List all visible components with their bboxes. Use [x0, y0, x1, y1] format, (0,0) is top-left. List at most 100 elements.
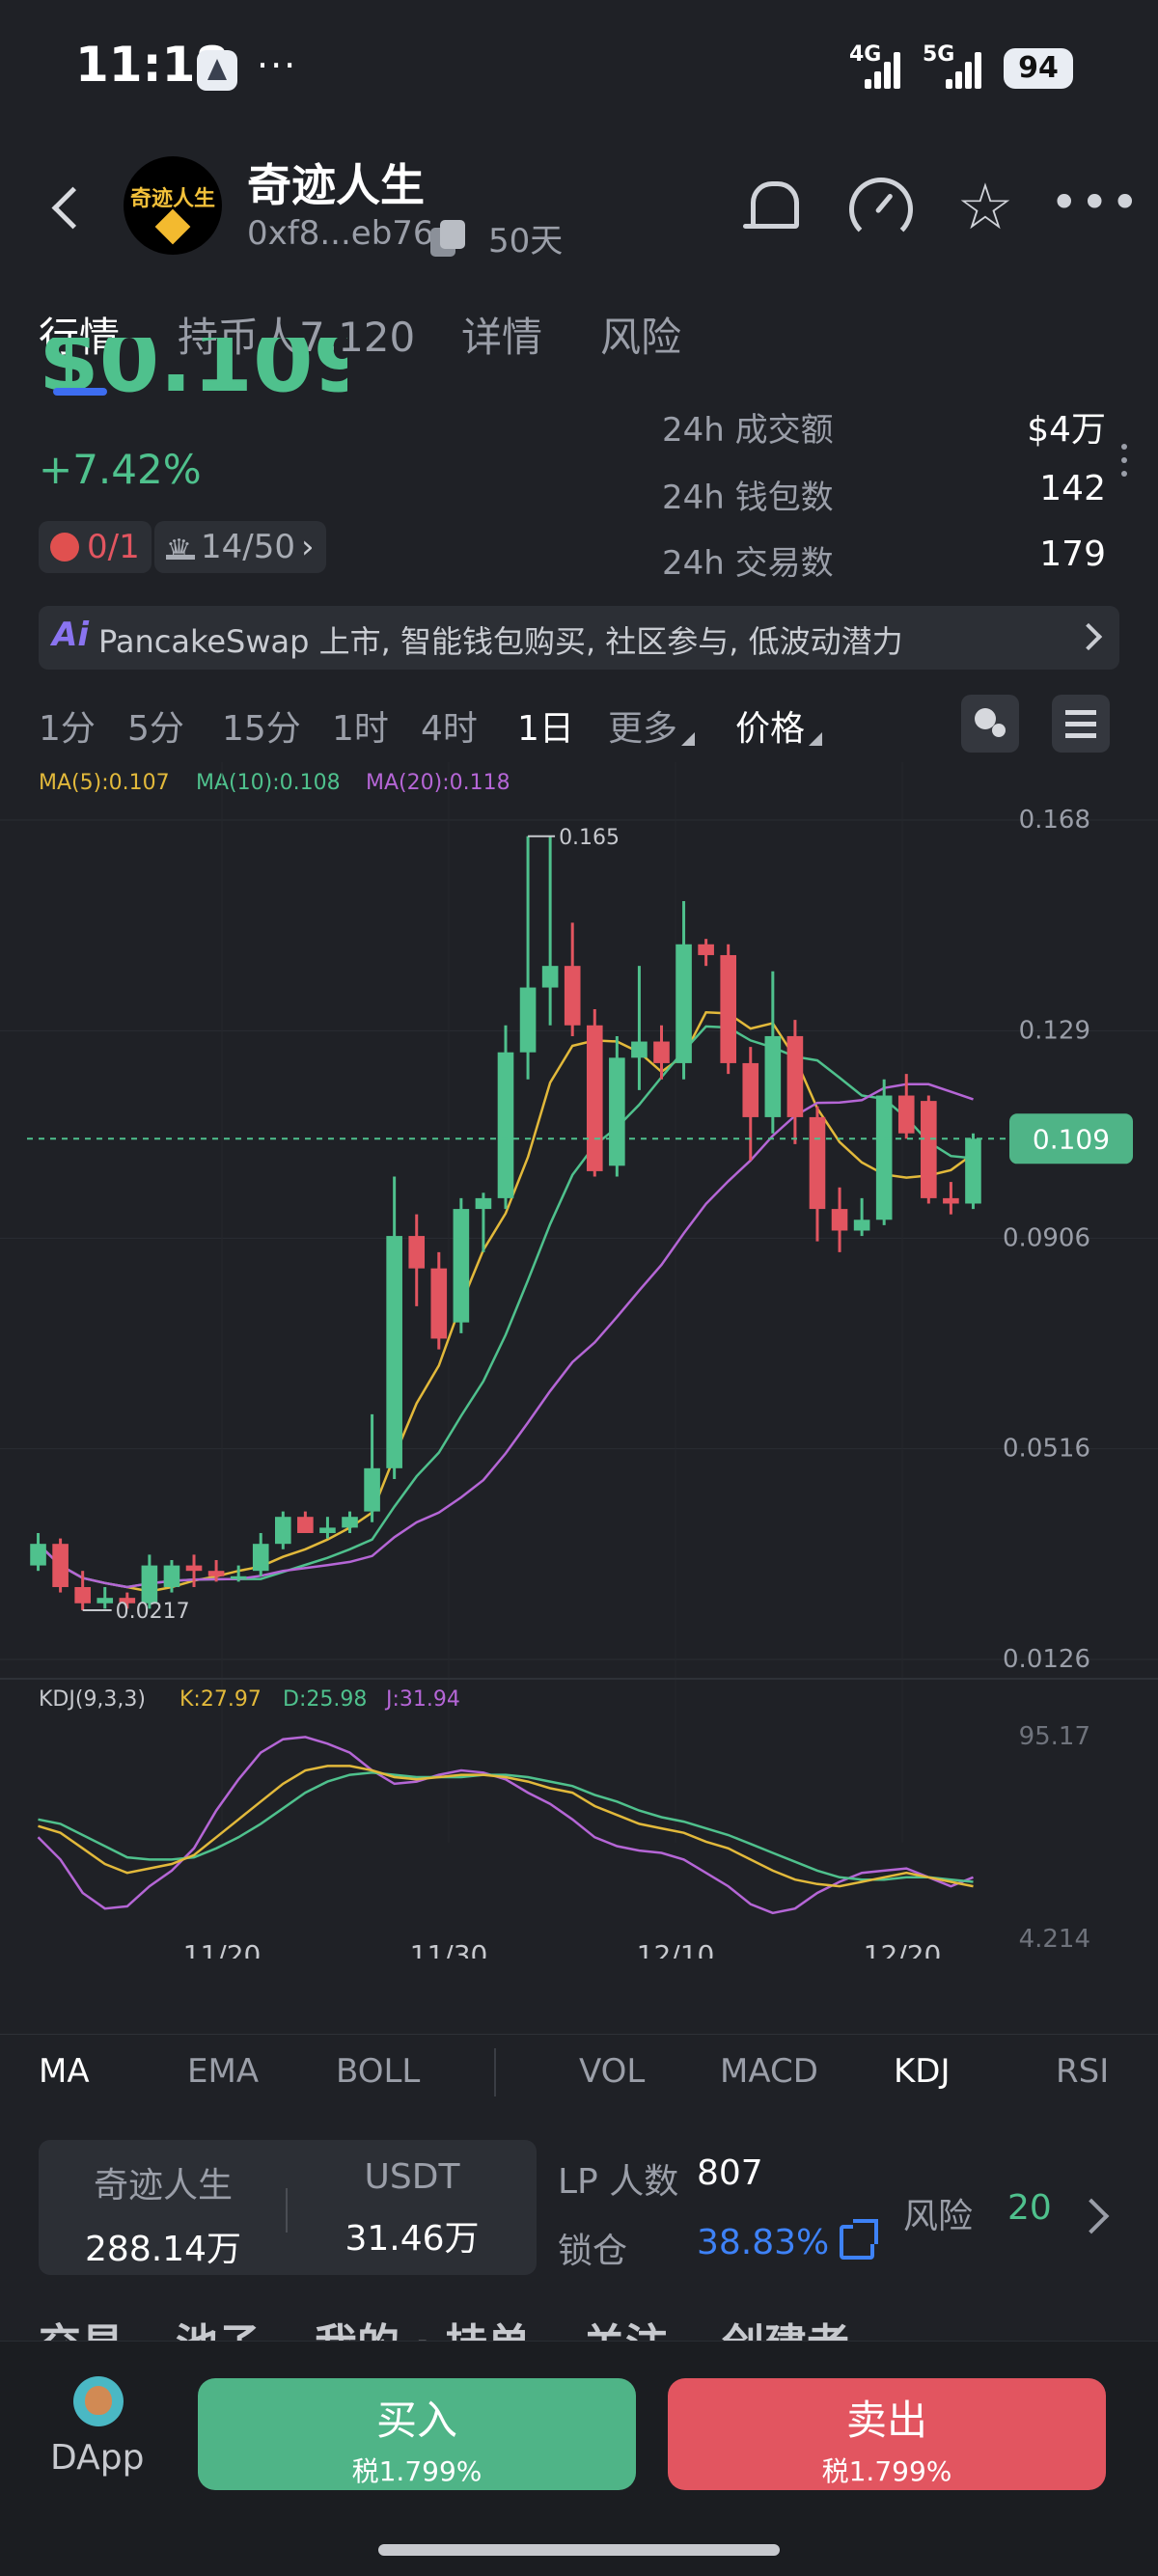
- indicator-kdj[interactable]: KDJ: [894, 2052, 951, 2091]
- candle-body: [386, 1236, 402, 1468]
- indicator-ma[interactable]: MA: [39, 2052, 90, 2091]
- signal-5g-icon: [946, 50, 988, 89]
- candle-body: [698, 944, 714, 955]
- pancakeswap-icon[interactable]: [73, 2376, 124, 2426]
- risk-score[interactable]: 20: [1007, 2188, 1052, 2228]
- token-address: 0xf8...eb76: [247, 214, 434, 253]
- buy-button[interactable]: 买入 税1.799%: [198, 2378, 636, 2490]
- stat-trades-value: 179: [1039, 534, 1106, 574]
- interval-4h[interactable]: 4时: [421, 709, 478, 749]
- pool-usdt: USDT 31.46万: [288, 2157, 537, 2261]
- indicator-divider: [494, 2048, 496, 2096]
- candle-body: [875, 1095, 893, 1220]
- interval-more[interactable]: 更多: [608, 700, 696, 751]
- pool-token-value: 288.14万: [85, 2230, 241, 2269]
- candle-body: [119, 1598, 136, 1603]
- interval-5m[interactable]: 5分: [127, 709, 184, 749]
- candle-body: [453, 1209, 470, 1323]
- dapp-label[interactable]: DApp: [50, 2438, 145, 2478]
- candle-body: [653, 1041, 670, 1063]
- price-chart[interactable]: MA(5):0.107 MA(10):0.108 MA(20):0.118 0.168…: [0, 762, 1158, 1959]
- gauge-icon[interactable]: [845, 174, 913, 241]
- stat-trades-label: 24h 交易数: [662, 544, 834, 583]
- bell-icon[interactable]: [737, 174, 805, 241]
- indicator-ema[interactable]: EMA: [187, 2052, 260, 2091]
- candle-body: [497, 1052, 514, 1198]
- external-link-icon[interactable]: [840, 2219, 878, 2260]
- sell-button[interactable]: 卖出 税1.799%: [668, 2378, 1106, 2490]
- candle-body: [342, 1517, 358, 1528]
- network-5g-label: 5G: [923, 42, 955, 67]
- tab-holders[interactable]: 持币人7,120: [178, 314, 416, 361]
- price-mode-select[interactable]: 价格: [735, 700, 823, 751]
- candle-body: [52, 1544, 69, 1587]
- risk-label[interactable]: 风险: [903, 2197, 974, 2236]
- token-header: 奇迹人生 奇迹人生 0xf8...eb76 50天 ☆ •••: [0, 135, 1158, 280]
- candle-body: [720, 954, 737, 1063]
- y-tick-label-4: 0.0126: [1003, 1645, 1090, 1674]
- tab-details[interactable]: 详情: [461, 314, 543, 361]
- chevron-right-icon[interactable]: [1079, 2196, 1108, 2234]
- x-tick-label-1: 11/30: [410, 1939, 488, 1959]
- indicator-rsi[interactable]: RSI: [1056, 2052, 1110, 2091]
- token-avatar: 奇迹人生: [124, 156, 222, 255]
- star-icon[interactable]: ☆: [956, 170, 1014, 244]
- price-change: +7.42%: [39, 446, 202, 493]
- chart-settings-icon[interactable]: [1052, 695, 1110, 753]
- lock-value[interactable]: 38.83%: [697, 2223, 830, 2262]
- tab-market[interactable]: 行情: [39, 314, 121, 361]
- ma-legend-1: MA(10):0.108: [196, 771, 341, 795]
- liquidity-pool-card: 奇迹人生 288.14万 USDT 31.46万: [39, 2140, 537, 2275]
- interval-1m[interactable]: 1分: [39, 709, 96, 749]
- moneybag-icon: [50, 533, 79, 562]
- kdj-legend-2: D:25.98: [283, 1687, 367, 1712]
- network-4g-label: 4G: [849, 42, 882, 67]
- kdj-y-tick-top: 95.17: [1019, 1722, 1090, 1751]
- bubble-icon[interactable]: [961, 695, 1019, 753]
- candle-body: [319, 1527, 336, 1533]
- candle-body: [564, 966, 581, 1026]
- candle-body: [207, 1571, 225, 1576]
- y-tick-label-2: 0.0906: [1003, 1223, 1090, 1252]
- indicator-macd[interactable]: MACD: [720, 2052, 818, 2091]
- copy-icon[interactable]: [430, 220, 469, 257]
- interval-1d[interactable]: 1日: [517, 709, 574, 749]
- signal-4g-icon: [865, 50, 907, 89]
- candle-body: [853, 1219, 870, 1231]
- crown-pill[interactable]: 14/50›: [154, 521, 326, 577]
- candle-body: [897, 1095, 915, 1134]
- kebab-icon[interactable]: [1119, 444, 1129, 486]
- sell-label: 卖出: [845, 2397, 927, 2444]
- indicator-boll[interactable]: BOLL: [336, 2052, 421, 2091]
- stat-wallets-label: 24h 钱包数: [662, 479, 834, 517]
- interval-15m[interactable]: 15分: [222, 709, 301, 749]
- back-icon[interactable]: [48, 183, 77, 232]
- candle-body: [274, 1517, 291, 1545]
- candle-body: [30, 1544, 46, 1566]
- max-price-label: 0.165: [559, 826, 620, 850]
- candle-body: [541, 966, 559, 988]
- moneybag-pill[interactable]: 0/1: [39, 521, 152, 573]
- y-tick-label-0: 0.168: [1019, 806, 1090, 835]
- candle-body: [364, 1467, 380, 1512]
- home-indicator[interactable]: [378, 2544, 780, 2556]
- ai-summary-text: PancakeSwap 上市, 智能钱包购买, 社区参与, 低波动潜力: [98, 623, 903, 660]
- interval-selector: 1分 5分 15分 1时 4时 1日 更多 价格: [0, 695, 1158, 753]
- caret-down-icon: [809, 732, 823, 746]
- candle-body: [74, 1586, 91, 1603]
- price-summary: $0.109 +7.42% 0/1 14/50› 24h 成交额 $4万 24h…: [0, 338, 1158, 598]
- crown-count: 14/50: [201, 528, 295, 566]
- indicator-vol[interactable]: VOL: [579, 2052, 646, 2091]
- tab-risk[interactable]: 风险: [600, 314, 682, 361]
- interval-more-label: 更多: [608, 709, 678, 749]
- more-icon[interactable]: •••: [1050, 175, 1142, 231]
- interval-1h[interactable]: 1时: [332, 709, 389, 749]
- moneybag-count: 0/1: [87, 528, 140, 566]
- x-tick-label-0: 11/20: [183, 1939, 262, 1959]
- ai-summary-banner[interactable]: Ai PancakeSwap 上市, 智能钱包购买, 社区参与, 低波动潜力: [39, 606, 1119, 670]
- y-tick-label-1: 0.129: [1019, 1016, 1090, 1045]
- lp-count-label: LP 人数: [558, 2162, 679, 2202]
- candle-body: [519, 987, 537, 1053]
- stat-volume-label: 24h 成交额: [662, 411, 834, 450]
- app-notification-icon: [197, 50, 237, 91]
